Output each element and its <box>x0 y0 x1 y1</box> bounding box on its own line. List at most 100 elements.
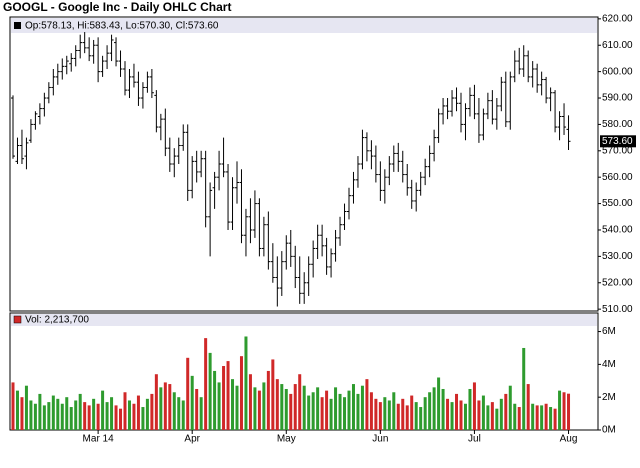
y-tick-label: 570.00 <box>602 145 633 156</box>
x-tick-label: May <box>277 434 296 445</box>
volume-bar <box>123 392 127 430</box>
volume-bar <box>253 387 257 430</box>
y-tick-label: 610.00 <box>602 40 633 51</box>
volume-bar <box>145 398 149 430</box>
volume-bar <box>208 352 212 430</box>
volume-bar <box>423 397 427 430</box>
volume-bar <box>334 387 338 430</box>
volume-bar <box>437 377 441 430</box>
y-tick-label: 620.00 <box>602 13 633 24</box>
volume-bar <box>472 382 476 430</box>
volume-bar <box>51 395 55 430</box>
volume-bar <box>378 402 382 430</box>
volume-bar <box>347 390 351 430</box>
volume-bar <box>20 397 24 430</box>
y-tick-label: 590.00 <box>602 93 633 104</box>
y-tick-label: 560.00 <box>602 172 633 183</box>
price-panel <box>9 16 599 312</box>
x-tick-label: Jun <box>372 434 388 445</box>
volume-bar <box>195 388 199 430</box>
volume-bar <box>311 392 315 430</box>
volume-bar <box>136 395 140 430</box>
volume-bar <box>105 402 109 430</box>
volume-bar <box>446 398 450 430</box>
volume-bar <box>15 390 19 430</box>
volume-bar <box>531 403 535 430</box>
volume-bar <box>235 385 239 430</box>
volume-bar <box>101 390 105 430</box>
volume-bar <box>92 398 96 430</box>
y-tick-label: 520.00 <box>602 277 633 288</box>
volume-bar <box>87 405 91 430</box>
volume-bar <box>271 359 275 430</box>
volume-bar <box>141 407 145 430</box>
volume-bar <box>396 403 400 430</box>
y-tick-label: 550.00 <box>602 198 633 209</box>
volume-bar <box>110 397 114 430</box>
chart-title: GOOGL - Google Inc - Daily OHLC Chart <box>3 0 231 14</box>
volume-bar <box>78 393 82 430</box>
volume-bar <box>567 393 571 430</box>
volume-bar <box>257 390 261 430</box>
volume-bar <box>325 390 329 430</box>
volume-header <box>11 314 597 326</box>
y-tick-label: 600.00 <box>602 66 633 77</box>
volume-bar <box>428 392 432 430</box>
volume-bar <box>360 385 364 430</box>
volume-bar <box>540 405 544 430</box>
x-tick-label: Apr <box>184 434 200 445</box>
volume-bar <box>47 402 51 430</box>
volume-bar <box>450 402 454 430</box>
volume-bar <box>302 385 306 430</box>
volume-bar <box>217 382 221 430</box>
volume-bar <box>132 403 136 430</box>
volume-bar <box>343 397 347 430</box>
volume-bar <box>481 395 485 430</box>
volume-bar <box>38 393 42 430</box>
volume-bar <box>154 374 158 430</box>
volume-bar <box>96 403 100 430</box>
x-tick-label: Jul <box>468 434 481 445</box>
volume-bar <box>307 395 311 430</box>
volume-bar <box>320 397 324 430</box>
volume-bar <box>365 379 369 430</box>
volume-bar <box>226 361 230 430</box>
last-price-box <box>600 135 636 148</box>
volume-bar <box>168 384 172 430</box>
volume-bar <box>159 387 163 430</box>
volume-bar <box>329 398 333 430</box>
volume-bar <box>522 347 526 430</box>
volume-bar <box>284 388 288 430</box>
volume-bar <box>463 403 467 430</box>
x-tick-label: Mar 14 <box>83 434 115 445</box>
volume-bar <box>222 366 226 430</box>
volume-bar <box>29 400 33 430</box>
volume-bar <box>486 405 490 430</box>
volume-bar <box>248 374 252 430</box>
volume-bar <box>204 338 208 430</box>
volume-bar <box>504 393 508 430</box>
volume-bar <box>459 400 463 430</box>
volume-bar <box>119 408 123 430</box>
volume-bar <box>33 403 37 430</box>
volume-bar <box>544 403 548 430</box>
volume-bar <box>56 398 60 430</box>
volume-bar <box>177 397 181 430</box>
volume-bar <box>405 405 409 430</box>
y-tick-label: 4M <box>602 359 616 370</box>
volume-bar <box>401 398 405 430</box>
volume-bar <box>60 403 64 430</box>
volume-bar <box>513 403 517 430</box>
last-price-label: 573.60 <box>602 136 633 147</box>
volume-bar <box>490 402 494 430</box>
volume-bar <box>150 393 154 430</box>
y-tick-label: 540.00 <box>602 225 633 236</box>
volume-bar <box>65 397 69 430</box>
volume-bar <box>293 384 297 430</box>
volume-bar <box>262 382 266 430</box>
volume-bar <box>369 392 373 430</box>
volume-bar <box>239 356 243 430</box>
volume-bar <box>298 374 302 430</box>
volume-bar <box>383 397 387 430</box>
